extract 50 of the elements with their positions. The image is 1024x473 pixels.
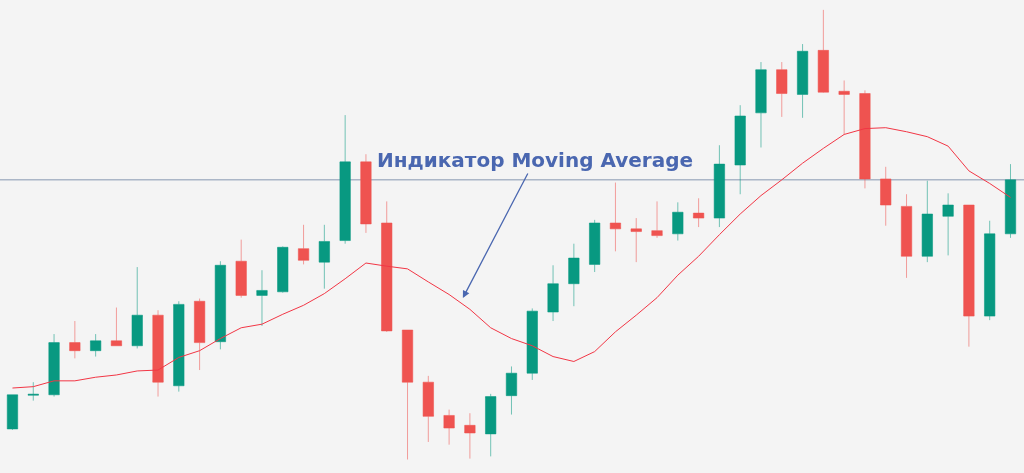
- candlestick: [672, 201, 684, 242]
- candlestick: [900, 193, 913, 279]
- candlestick: [401, 329, 414, 461]
- candlestick: [879, 166, 892, 227]
- candlestick: [360, 153, 372, 234]
- candlestick: [651, 200, 663, 239]
- candlestick: [193, 298, 206, 371]
- candlestick: [422, 375, 435, 443]
- annotation: Индикатор Moving Average: [377, 148, 694, 172]
- candlestick: [297, 224, 310, 265]
- candlestick: [48, 333, 60, 398]
- candlestick: [89, 333, 102, 358]
- candlestick: [277, 245, 289, 294]
- candlestick: [547, 264, 559, 322]
- candlestick: [796, 43, 809, 119]
- candlestick: [505, 365, 518, 416]
- candlestick: [921, 180, 934, 263]
- candlestick: [776, 61, 788, 118]
- candlestick: [152, 309, 164, 398]
- candlestick: [173, 300, 185, 393]
- candlestick: [859, 89, 871, 189]
- candlestick: [69, 320, 81, 359]
- candlestick: [942, 192, 954, 256]
- candlestick: [443, 409, 455, 446]
- candlestick: [318, 224, 331, 290]
- candlestick: [734, 104, 746, 195]
- candlestick: [1004, 163, 1017, 239]
- candlestick: [339, 114, 351, 245]
- candlestick: [6, 394, 19, 431]
- candlestick: [713, 144, 726, 228]
- candlestick: [27, 381, 40, 402]
- candlestick: [214, 260, 227, 350]
- candlestick: [568, 243, 580, 307]
- candlestick: [588, 219, 601, 273]
- candlestick: [464, 412, 476, 460]
- candlestick: [110, 307, 123, 347]
- candlestick: [380, 200, 393, 333]
- candlestick: [817, 9, 830, 94]
- candlestick: [235, 239, 247, 299]
- candlestick: [963, 204, 975, 348]
- candlestick: [484, 393, 497, 457]
- candlestick: [526, 307, 539, 381]
- candlestick: [692, 197, 705, 228]
- candlestick: [983, 220, 996, 321]
- candlestick: [131, 266, 143, 349]
- candlestick: [609, 182, 622, 252]
- candlestick: [630, 217, 642, 263]
- candlestick: [755, 61, 767, 148]
- candlestick: [256, 269, 268, 327]
- candlestick: [838, 79, 850, 135]
